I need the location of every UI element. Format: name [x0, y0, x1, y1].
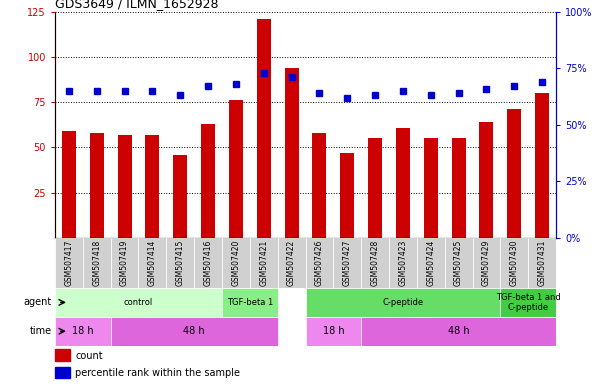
Text: GSM507430: GSM507430: [510, 240, 519, 286]
Bar: [90, 133, 104, 238]
Bar: [507, 109, 521, 238]
Text: 18 h: 18 h: [323, 326, 344, 336]
Text: 48 h: 48 h: [183, 326, 205, 336]
Bar: [528, 238, 556, 288]
Text: GSM507425: GSM507425: [454, 240, 463, 286]
Text: GSM507422: GSM507422: [287, 240, 296, 286]
Bar: [535, 93, 549, 238]
Bar: [389, 238, 417, 288]
Bar: [55, 238, 83, 288]
Text: GSM507418: GSM507418: [92, 240, 101, 286]
Bar: [334, 238, 361, 288]
Bar: [174, 155, 187, 238]
Bar: [472, 238, 500, 288]
Text: GSM507419: GSM507419: [120, 240, 129, 286]
Bar: [306, 288, 500, 317]
Text: GSM507427: GSM507427: [343, 240, 352, 286]
Bar: [201, 124, 215, 238]
Bar: [111, 238, 139, 288]
Bar: [166, 238, 194, 288]
Bar: [361, 317, 556, 346]
Bar: [111, 317, 277, 346]
Bar: [361, 238, 389, 288]
Text: percentile rank within the sample: percentile rank within the sample: [75, 368, 240, 378]
Text: GSM507431: GSM507431: [538, 240, 547, 286]
Bar: [257, 19, 271, 238]
Bar: [194, 238, 222, 288]
Text: GDS3649 / ILMN_1652928: GDS3649 / ILMN_1652928: [55, 0, 219, 10]
Bar: [62, 131, 76, 238]
Text: GSM507426: GSM507426: [315, 240, 324, 286]
Text: 18 h: 18 h: [72, 326, 93, 336]
Text: GSM507424: GSM507424: [426, 240, 435, 286]
Bar: [340, 153, 354, 238]
Text: agent: agent: [24, 297, 52, 308]
Text: TGF-beta 1: TGF-beta 1: [227, 298, 273, 307]
Bar: [55, 288, 222, 317]
Bar: [222, 288, 277, 317]
Bar: [452, 138, 466, 238]
Text: GSM507429: GSM507429: [482, 240, 491, 286]
Text: GSM507423: GSM507423: [398, 240, 408, 286]
Bar: [424, 138, 437, 238]
Bar: [417, 238, 445, 288]
Text: 48 h: 48 h: [448, 326, 469, 336]
Bar: [396, 127, 410, 238]
Text: C-peptide: C-peptide: [382, 298, 423, 307]
Text: control: control: [124, 298, 153, 307]
Bar: [55, 367, 70, 378]
Bar: [277, 238, 306, 288]
Text: GSM507420: GSM507420: [232, 240, 240, 286]
Bar: [285, 68, 299, 238]
Bar: [145, 135, 159, 238]
Text: GSM507421: GSM507421: [259, 240, 268, 286]
Text: GSM507414: GSM507414: [148, 240, 157, 286]
Text: GSM507416: GSM507416: [203, 240, 213, 286]
Bar: [229, 100, 243, 238]
Bar: [368, 138, 382, 238]
Bar: [222, 238, 250, 288]
Bar: [55, 317, 111, 346]
Bar: [83, 238, 111, 288]
Bar: [55, 349, 70, 361]
Text: count: count: [75, 351, 103, 361]
Bar: [250, 238, 277, 288]
Bar: [500, 238, 528, 288]
Text: TGF-beta 1 and
C-peptide: TGF-beta 1 and C-peptide: [496, 293, 560, 312]
Bar: [117, 135, 131, 238]
Text: GSM507415: GSM507415: [176, 240, 185, 286]
Bar: [500, 288, 556, 317]
Bar: [306, 238, 334, 288]
Bar: [480, 122, 494, 238]
Text: time: time: [30, 326, 52, 336]
Bar: [312, 133, 326, 238]
Bar: [445, 238, 472, 288]
Text: GSM507417: GSM507417: [64, 240, 73, 286]
Bar: [306, 317, 361, 346]
Text: GSM507428: GSM507428: [371, 240, 379, 286]
Bar: [139, 238, 166, 288]
